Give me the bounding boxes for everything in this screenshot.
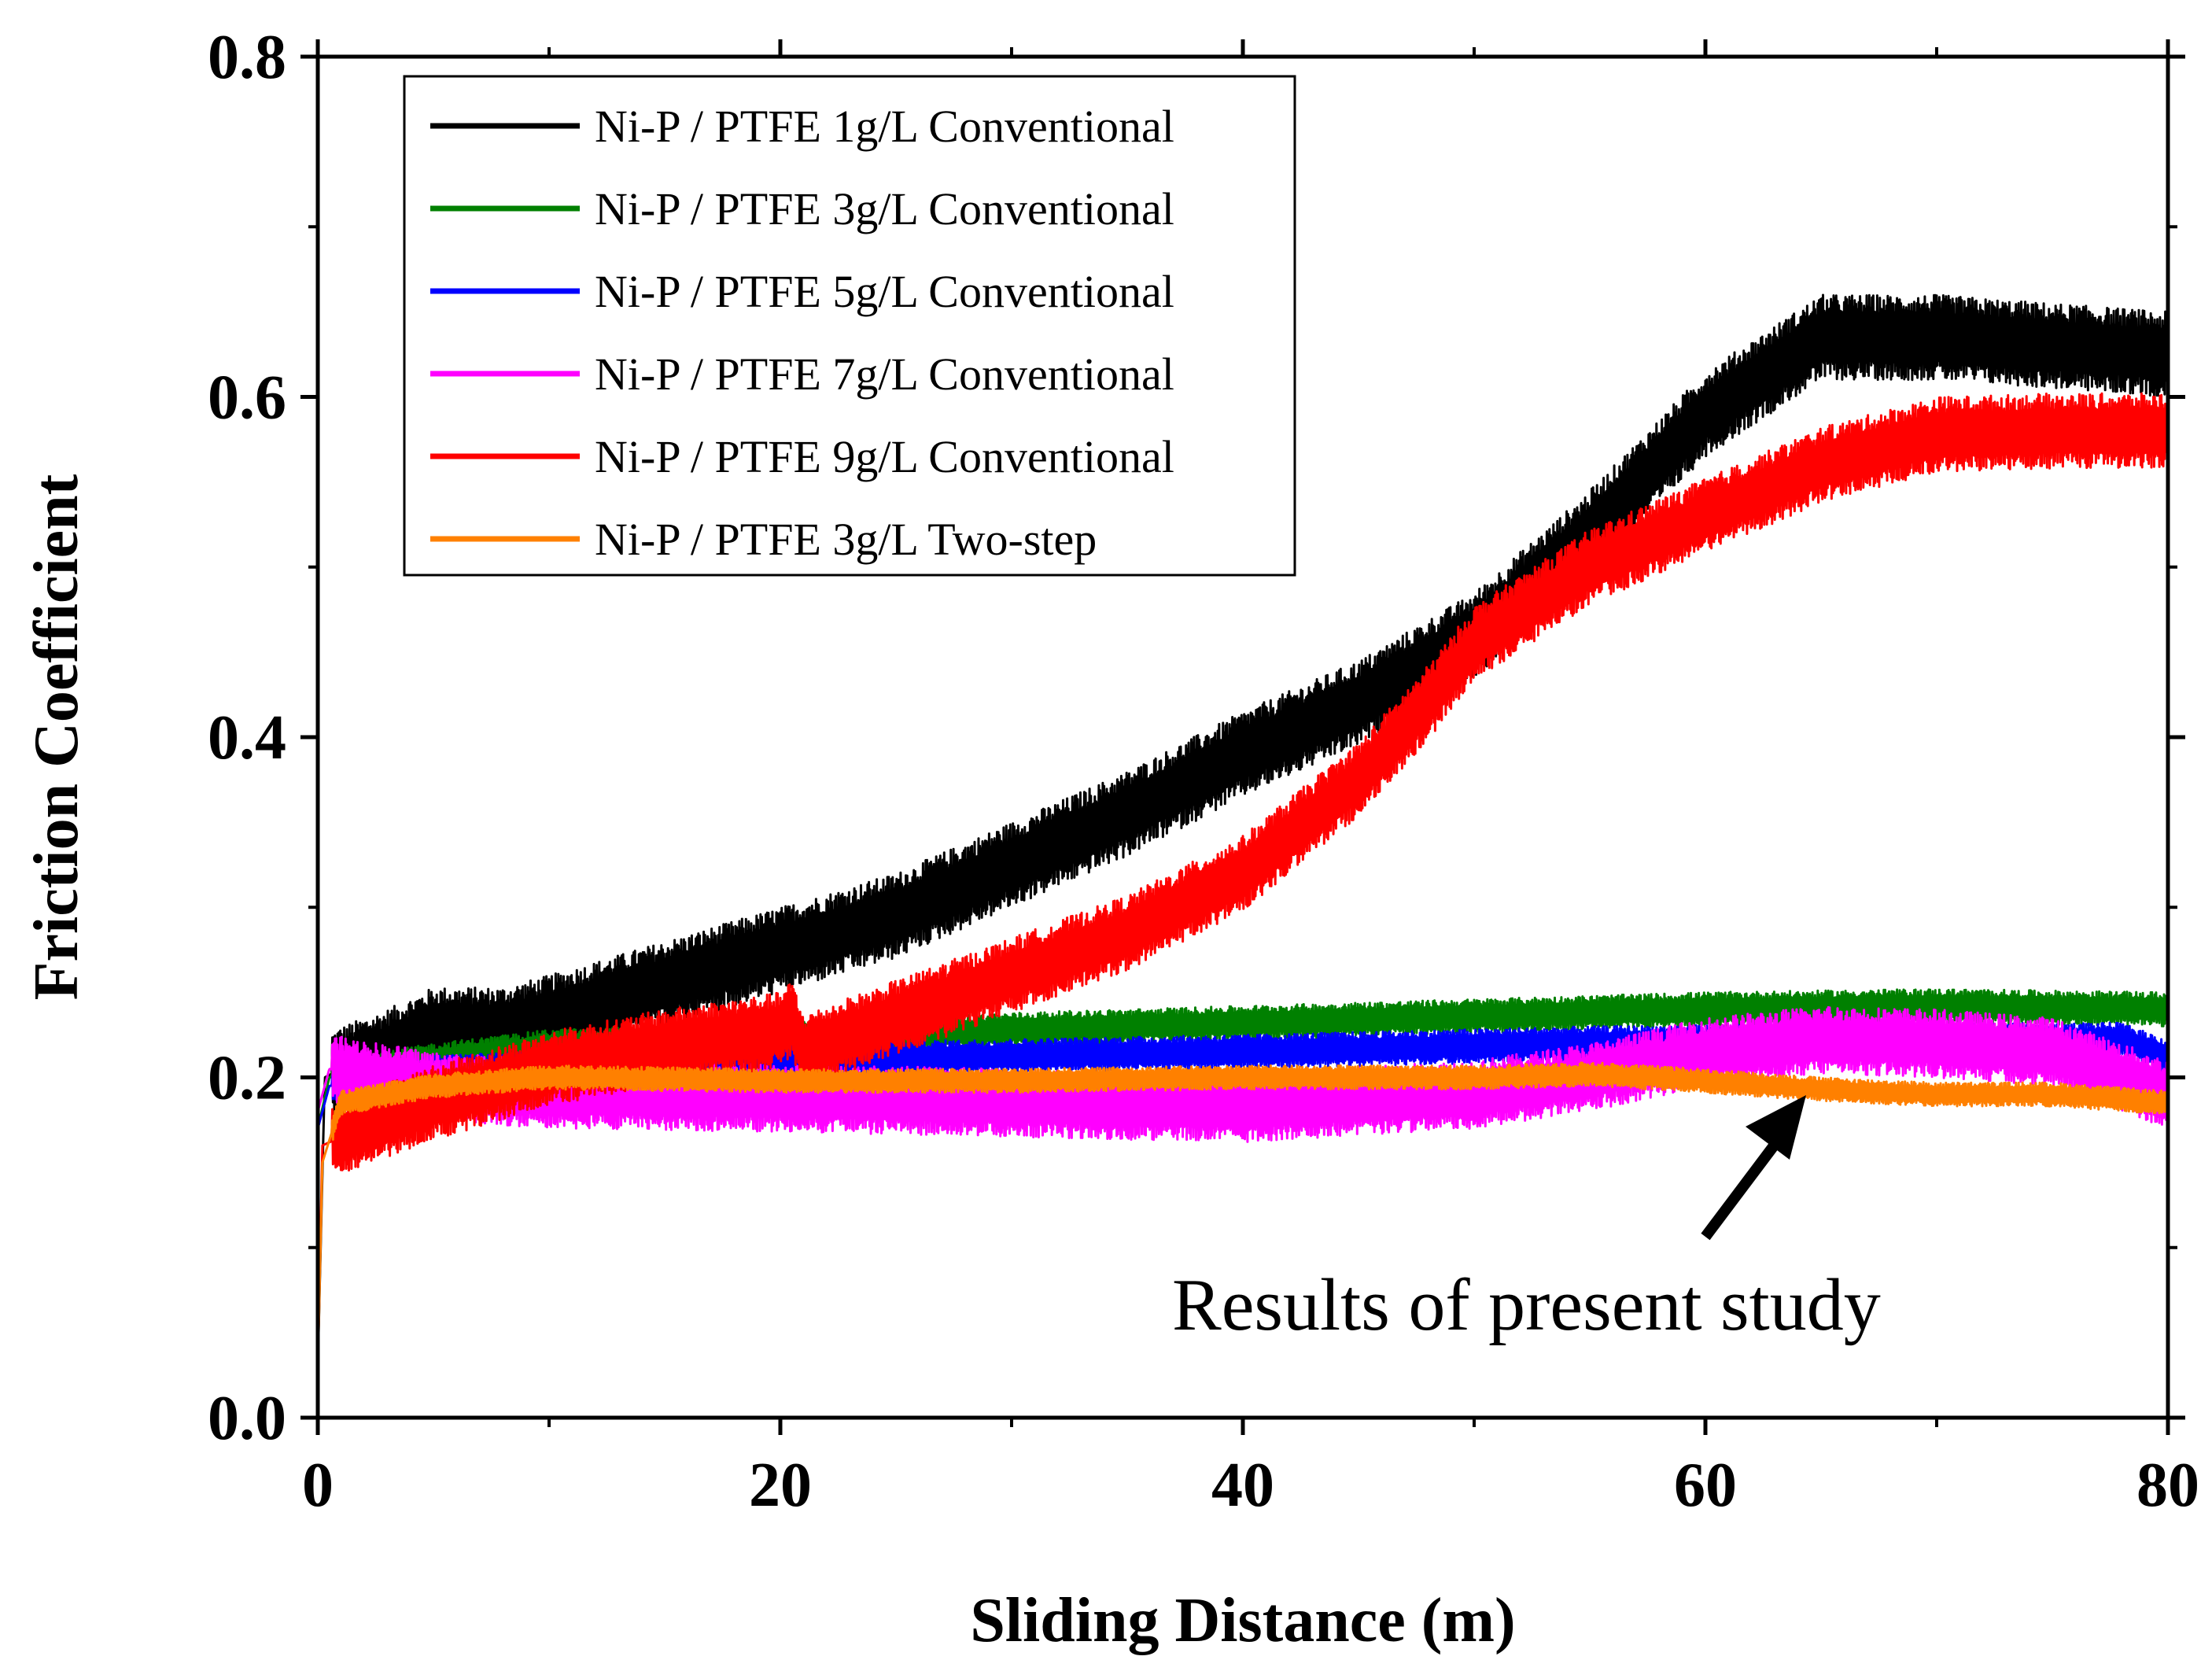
y-tick-label: 0.6 [208, 363, 286, 433]
series-line-5 [316, 392, 2170, 1367]
annotation-arrow-line [1701, 1134, 1784, 1241]
legend-label-2: Ni-P / PTFE 3g/L Conventional [595, 183, 1174, 234]
annotation-text: Results of present study [1172, 1264, 1881, 1346]
legend: Ni-P / PTFE 1g/L Conventional Ni-P / PTFE… [403, 75, 1296, 577]
legend-label-6: Ni-P / PTFE 3g/L Two-step [595, 514, 1097, 565]
annotation-arrowhead [1746, 1095, 1806, 1160]
legend-label-3: Ni-P / PTFE 5g/L Conventional [595, 266, 1174, 317]
axes-layer: 0 20 40 60 80 0.0 0.2 0.4 0.6 0.8 [208, 23, 2199, 1520]
series-line-6 [316, 1061, 2170, 1367]
y-tick-label: 0.4 [208, 703, 286, 773]
legend-label-5: Ni-P / PTFE 9g/L Conventional [595, 431, 1174, 482]
legend-label-1: Ni-P / PTFE 1g/L Conventional [595, 101, 1174, 152]
series-layer [316, 293, 2170, 1367]
legend-box [403, 75, 1296, 577]
y-tick-label: 0.0 [208, 1384, 286, 1453]
x-tick-label: 60 [1674, 1451, 1737, 1520]
x-tick-label: 0 [302, 1451, 334, 1520]
x-tick-label: 20 [749, 1451, 812, 1520]
x-axis-title: Sliding Distance (m) [970, 1586, 1515, 1655]
x-tick-label: 80 [2136, 1451, 2199, 1520]
legend-label-4: Ni-P / PTFE 7g/L Conventional [595, 349, 1174, 400]
annotation: Results of present study [1172, 1095, 1881, 1346]
series-line-1 [316, 293, 2170, 1367]
y-tick-label: 0.8 [208, 23, 286, 92]
x-tick-label: 40 [1211, 1451, 1274, 1520]
y-axis-title: Friction Coefficient [22, 474, 91, 1000]
y-tick-label: 0.2 [208, 1044, 286, 1113]
